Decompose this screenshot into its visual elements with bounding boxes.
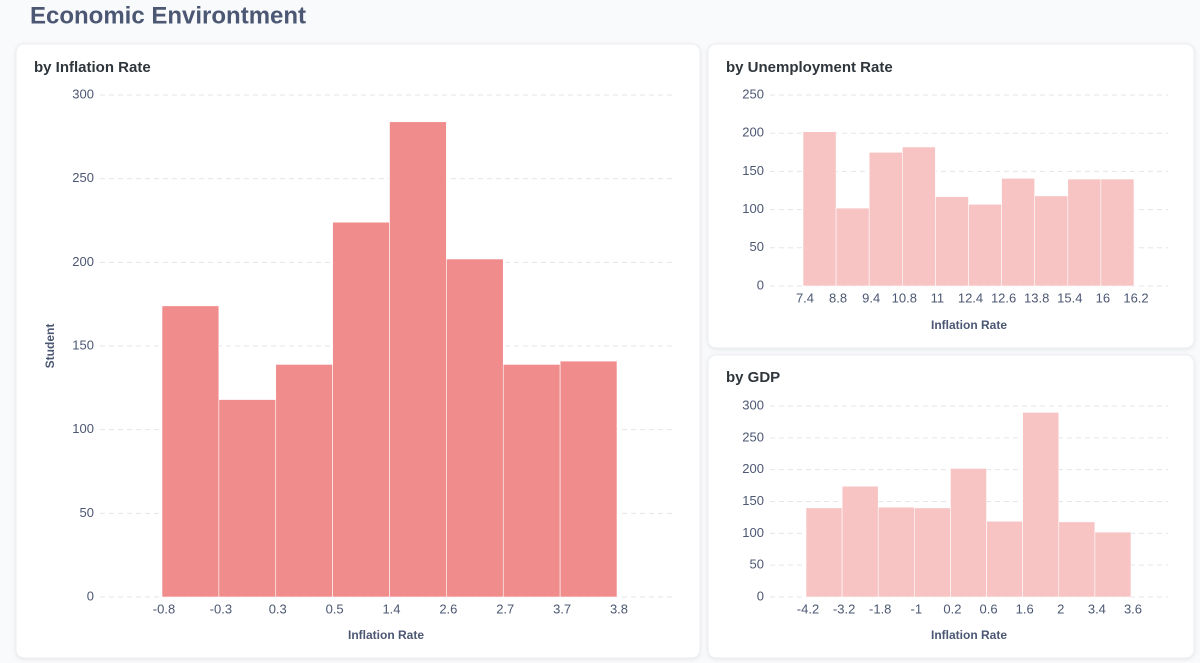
- bar: [1058, 521, 1096, 598]
- bar: [1100, 178, 1135, 287]
- x-tick-label: -1.8: [869, 601, 891, 616]
- x-tick-label: 15.4: [1057, 290, 1082, 305]
- y-tick-label: 250: [742, 86, 764, 101]
- x-tick-label: 7.4: [796, 290, 814, 305]
- chart-title: by Unemployment Rate: [726, 59, 893, 76]
- y-tick-label: 100: [742, 525, 764, 540]
- bar: [161, 305, 220, 598]
- y-tick-label: 300: [72, 86, 94, 101]
- x-axis-label: Inflation Rate: [931, 318, 1007, 332]
- bar: [950, 468, 987, 598]
- y-tick-label: 50: [750, 557, 764, 572]
- x-tick-label: 1.4: [382, 601, 400, 616]
- x-tick-label: 16.2: [1123, 290, 1148, 305]
- bar: [1001, 177, 1035, 287]
- y-tick-label: 250: [742, 429, 764, 444]
- y-tick-label: 200: [742, 461, 764, 476]
- x-tick-label: -1: [911, 601, 923, 616]
- bar: [559, 360, 618, 598]
- bar: [218, 399, 277, 598]
- bar: [901, 146, 936, 287]
- bar: [835, 207, 870, 287]
- x-axis-label: Inflation Rate: [348, 628, 424, 642]
- bar: [1094, 531, 1132, 598]
- chart-title: by Inflation Rate: [34, 59, 151, 76]
- chart-title: by GDP: [726, 369, 780, 386]
- x-tick-label: 2: [1057, 601, 1064, 616]
- y-tick-label: 200: [72, 254, 94, 269]
- bar: [805, 507, 843, 598]
- y-tick-label: 150: [742, 163, 764, 178]
- x-tick-label: 2.6: [439, 601, 457, 616]
- x-tick-label: 11: [931, 290, 945, 305]
- x-tick-label: 1.6: [1016, 601, 1034, 616]
- y-tick-label: 200: [742, 125, 764, 140]
- x-tick-label: 10.8: [892, 290, 917, 305]
- bar: [389, 121, 447, 598]
- x-tick-label: -0.3: [210, 601, 232, 616]
- page-title: Economic Environtment: [30, 2, 306, 29]
- y-axis-label: Student: [43, 324, 57, 369]
- x-axis-label: Inflation Rate: [931, 628, 1007, 642]
- y-tick-label: 100: [742, 201, 764, 216]
- x-tick-label: 13.8: [1024, 290, 1049, 305]
- bar: [868, 152, 903, 287]
- bar: [1034, 195, 1069, 287]
- x-tick-label: 3.6: [1124, 601, 1142, 616]
- x-tick-label: 0.2: [943, 601, 961, 616]
- y-tick-label: 50: [750, 239, 764, 254]
- y-tick-label: 300: [742, 397, 764, 412]
- y-tick-label: 150: [72, 337, 94, 352]
- y-tick-label: 0: [757, 588, 764, 603]
- bar: [1067, 178, 1102, 287]
- x-tick-label: 12.4: [958, 290, 983, 305]
- y-tick-label: 50: [80, 505, 94, 520]
- x-tick-label: 0.5: [326, 601, 344, 616]
- bar: [986, 520, 1023, 598]
- bar: [914, 507, 951, 598]
- x-tick-label: 2.7: [496, 601, 514, 616]
- x-tick-label: 3.4: [1088, 601, 1106, 616]
- x-tick-label: 0.6: [980, 601, 998, 616]
- x-tick-label: -0.8: [153, 601, 175, 616]
- bar: [446, 258, 504, 598]
- y-tick-label: 250: [72, 170, 94, 185]
- y-tick-label: 150: [742, 493, 764, 508]
- x-tick-label: 0.3: [269, 601, 287, 616]
- x-tick-label: -3.2: [833, 601, 855, 616]
- x-tick-label: 3.8: [610, 601, 628, 616]
- bar: [968, 203, 1002, 287]
- x-tick-label: -4.2: [797, 601, 819, 616]
- x-tick-label: 16: [1096, 290, 1110, 305]
- bar: [332, 221, 390, 598]
- bar: [841, 485, 879, 598]
- x-tick-label: 8.8: [829, 290, 847, 305]
- x-tick-label: 9.4: [862, 290, 880, 305]
- y-tick-label: 0: [87, 588, 94, 603]
- x-tick-label: 3.7: [553, 601, 571, 616]
- bar: [1022, 412, 1060, 598]
- x-tick-label: 12.6: [991, 290, 1016, 305]
- bar: [502, 364, 561, 598]
- y-tick-label: 0: [757, 277, 764, 292]
- bar: [877, 506, 915, 598]
- y-tick-label: 100: [72, 421, 94, 436]
- bar: [935, 196, 969, 287]
- bar: [275, 364, 333, 598]
- bar: [802, 131, 837, 287]
